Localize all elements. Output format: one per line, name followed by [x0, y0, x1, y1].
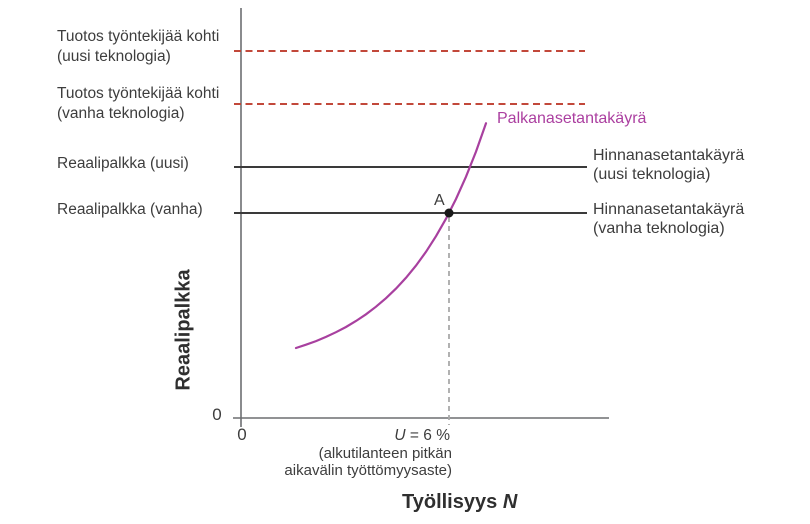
price-setting-old-label-line2: (vanha teknologia) [593, 220, 725, 237]
real-wage-old-label: Reaalipalkka (vanha) [57, 201, 203, 218]
output-per-worker-new-label-line1: Tuotos työntekijää kohti [57, 28, 220, 45]
y-axis-title: Reaalipalkka [172, 269, 195, 391]
unemployment-note: (alkutilanteen pitkän aikavälin työttömy… [238, 445, 452, 479]
x-origin-label: 0 [237, 425, 247, 444]
x-axis-title-text: Työllisyys [402, 491, 498, 513]
price-setting-new-label-line2: (uusi teknologia) [593, 166, 711, 183]
x-axis-title: Työllisyys N [402, 491, 517, 514]
output-per-worker-old-label: Tuotos työntekijää kohti (vanha teknolog… [57, 84, 219, 124]
output-per-worker-old-label-line1: Tuotos työntekijää kohti [57, 85, 220, 102]
unemployment-rate-label: U = 6 % [330, 427, 450, 445]
x-axis-title-variable: N [502, 491, 518, 513]
point-a-marker [444, 208, 454, 218]
price-setting-old-label-line1: Hinnanasetantakäyrä [593, 201, 745, 218]
unemployment-value: = 6 % [409, 427, 450, 444]
price-setting-new-label: Hinnanasetantakäyrä (uusi teknologia) [593, 146, 744, 184]
output-per-worker-old-label-line2: (vanha teknologia) [57, 105, 185, 122]
y-origin-label: 0 [212, 405, 222, 424]
unemployment-variable: U [394, 427, 406, 444]
output-per-worker-new-label: Tuotos työntekijää kohti (uusi teknologi… [57, 27, 219, 67]
unemployment-note-line2: aikavälin työttömyysaste) [284, 462, 452, 479]
real-wage-new-label: Reaalipalkka (uusi) [57, 155, 189, 172]
unemployment-note-line1: (alkutilanteen pitkän [318, 445, 452, 462]
wage-setting-curve-label: Palkanasetantakäyrä [497, 110, 647, 127]
price-setting-old-label: Hinnanasetantakäyrä (vanha teknologia) [593, 200, 744, 238]
wage-setting-curve [294, 122, 488, 350]
output-per-worker-new-label-line2: (uusi teknologia) [57, 48, 171, 65]
price-setting-new-label-line1: Hinnanasetantakäyrä [593, 147, 745, 164]
point-a-label: A [434, 192, 445, 209]
